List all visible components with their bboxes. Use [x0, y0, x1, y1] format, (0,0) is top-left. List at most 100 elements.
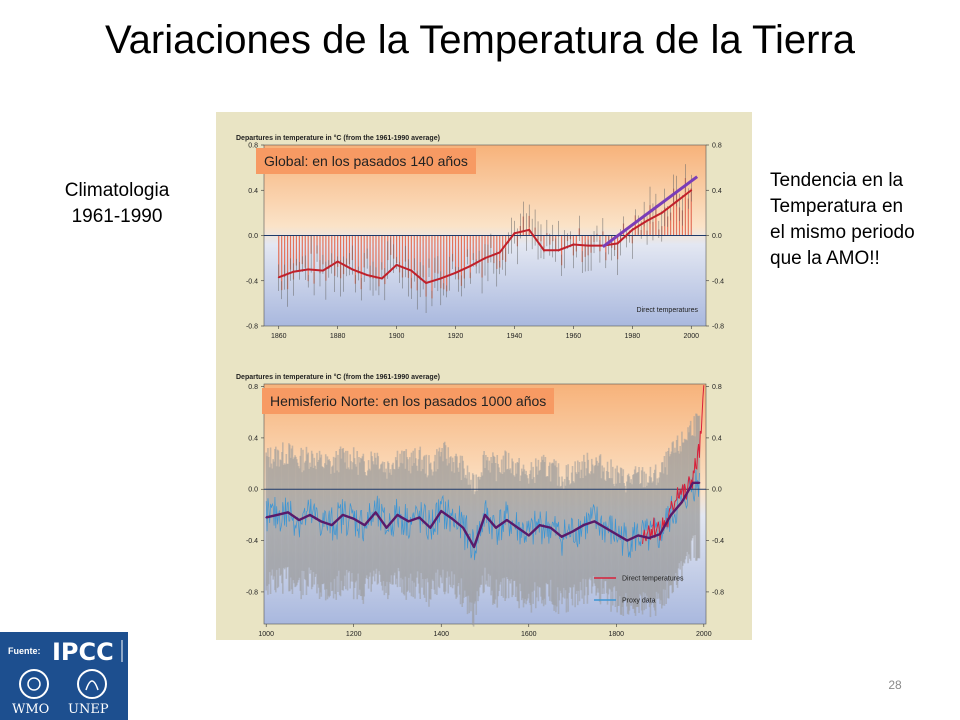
wmo-emblem-icon [19, 669, 49, 699]
data-point [572, 243, 575, 246]
climatology-note: Climatologia 1961-1990 [52, 178, 182, 230]
ipcc-wordmark: IPCC [52, 638, 114, 666]
data-point [454, 271, 457, 274]
data-point [352, 517, 355, 520]
data-point [473, 546, 475, 548]
data-point [698, 481, 701, 484]
data-point [418, 516, 421, 519]
data-point [439, 277, 442, 280]
data-point [322, 269, 324, 272]
data-point [380, 277, 383, 280]
data-point [265, 516, 268, 519]
y-tick-label: -0.4 [246, 278, 258, 285]
source-label: Fuente: [8, 646, 41, 656]
trend-note-line-1: Tendencia en la [770, 170, 904, 191]
data-point [691, 481, 694, 484]
data-point [582, 524, 585, 527]
data-point [660, 211, 663, 214]
temperature-charts-svg: Departures in temperature in °C (from th… [236, 134, 724, 638]
y-tick-label: 0.0 [248, 233, 258, 240]
legend-proxy-label: Proxy data [622, 598, 656, 605]
legend-direct-label: Direct temperatures [622, 576, 684, 583]
data-point [505, 519, 508, 521]
data-point [484, 257, 486, 260]
data-point [604, 526, 607, 529]
data-point [363, 524, 366, 527]
data-point [287, 511, 289, 514]
trend-line [601, 175, 699, 249]
y-tick-label-right: 0.0 [712, 487, 722, 494]
x-tick-label: 1400 [433, 631, 449, 638]
north-hemisphere-annotation: Hemisferio Norte: en los pasados 1000 añ… [262, 388, 555, 414]
trend-note: Tendencia en la Temperatura en el mismo … [770, 168, 950, 272]
x-tick-label: 1980 [625, 333, 641, 340]
y-tick-label-right: 0.8 [712, 143, 722, 150]
y-tick-label-right: -0.4 [712, 538, 724, 545]
temperature-figure: Departures in temperature in °C (from th… [216, 112, 752, 640]
data-point [410, 269, 413, 272]
data-point [366, 274, 369, 276]
data-point [528, 228, 531, 231]
x-tick-label: 2000 [683, 333, 699, 340]
data-point [670, 514, 672, 516]
data-point [646, 219, 648, 222]
y-tick-label: -0.8 [246, 324, 258, 331]
data-point [429, 526, 432, 529]
data-point [440, 510, 443, 512]
data-point [298, 519, 300, 521]
x-tick-label: 1900 [389, 333, 405, 340]
data-point [659, 533, 661, 536]
logo-emblems [19, 640, 123, 699]
page-number: 28 [888, 678, 902, 692]
x-tick-label: 1960 [566, 333, 582, 340]
global-annotation: Global: en los pasados 140 años [256, 148, 476, 174]
data-point [557, 249, 560, 252]
data-point [277, 276, 280, 279]
wmo-wordmark: WMO [12, 702, 50, 717]
x-tick-label: 1920 [448, 333, 464, 340]
data-point [513, 232, 516, 235]
x-tick-label: 1860 [271, 333, 287, 340]
trend-note-line-3: el mismo periodo [770, 222, 915, 243]
x-tick-label: 1600 [521, 631, 537, 638]
data-point [527, 534, 530, 537]
data-point [681, 501, 683, 503]
data-point [307, 268, 310, 271]
data-point [341, 514, 344, 516]
data-point [631, 228, 634, 231]
trend-note-line-4: que la AMO!! [770, 248, 880, 269]
data-point [560, 535, 563, 538]
y-tick-label-right: -0.4 [712, 278, 724, 285]
y-tick-label-right: -0.8 [712, 324, 724, 331]
data-point [549, 526, 552, 529]
data-point [425, 282, 427, 284]
data-point [543, 249, 545, 252]
data-point [385, 526, 388, 529]
data-point [276, 514, 279, 516]
legend-direct-label: Direct temperatures [637, 307, 699, 314]
x-tick-label: 1200 [346, 631, 362, 638]
data-point [319, 520, 322, 523]
data-point [495, 526, 497, 529]
y-tick-label-right: 0.4 [712, 435, 722, 442]
y-tick-label-right: -0.8 [712, 589, 724, 596]
slide-title: Variaciones de la Temperatura de la Tier… [104, 18, 856, 62]
chart-title-1: Departures in temperature in °C (from th… [236, 134, 440, 142]
y-tick-label-right: 0.0 [712, 233, 722, 240]
data-point [675, 200, 678, 203]
data-point [336, 260, 339, 263]
data-point [637, 534, 640, 537]
y-tick-label: 0.4 [248, 188, 258, 195]
data-point [462, 526, 465, 529]
data-point [451, 517, 454, 520]
y-tick-label-right: 0.8 [712, 384, 722, 391]
chart-title-2: Departures in temperature in °C (from th… [236, 373, 440, 381]
data-point [407, 520, 410, 523]
data-point [615, 533, 618, 536]
x-tick-label: 1940 [507, 333, 523, 340]
data-point [538, 524, 541, 527]
data-point [351, 268, 354, 271]
data-point [469, 265, 472, 267]
data-point [516, 526, 519, 529]
data-point [616, 242, 619, 245]
